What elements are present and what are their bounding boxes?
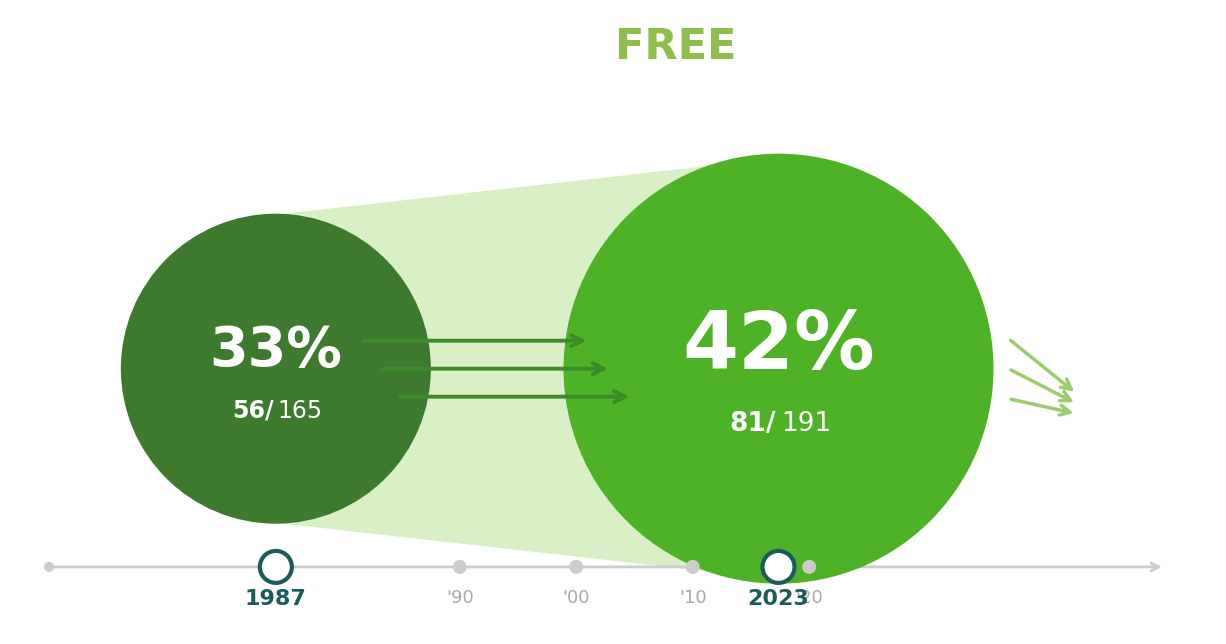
Circle shape xyxy=(564,154,993,583)
Circle shape xyxy=(121,214,430,524)
Circle shape xyxy=(569,560,584,574)
Text: '90: '90 xyxy=(446,589,473,607)
Text: 33%: 33% xyxy=(210,324,342,377)
Text: NUMBER OF COUNTRIES CLASSIFIED AS: NUMBER OF COUNTRIES CLASSIFIED AS xyxy=(0,26,613,68)
Circle shape xyxy=(452,560,467,574)
Circle shape xyxy=(685,560,700,574)
Polygon shape xyxy=(229,158,779,580)
Text: 81/: 81/ xyxy=(729,411,776,437)
Text: FREE: FREE xyxy=(615,26,737,68)
Text: 165: 165 xyxy=(278,399,322,422)
Circle shape xyxy=(763,551,794,583)
Circle shape xyxy=(44,562,54,572)
Text: 42%: 42% xyxy=(682,308,875,386)
Text: '10: '10 xyxy=(679,589,706,607)
Text: 2023: 2023 xyxy=(748,589,809,609)
Text: 191: 191 xyxy=(781,411,831,437)
Text: 56/: 56/ xyxy=(232,399,273,422)
Circle shape xyxy=(802,560,817,574)
Text: '20: '20 xyxy=(796,589,823,607)
Text: 1987: 1987 xyxy=(245,589,306,609)
Text: '00: '00 xyxy=(563,589,590,607)
Circle shape xyxy=(260,551,292,583)
